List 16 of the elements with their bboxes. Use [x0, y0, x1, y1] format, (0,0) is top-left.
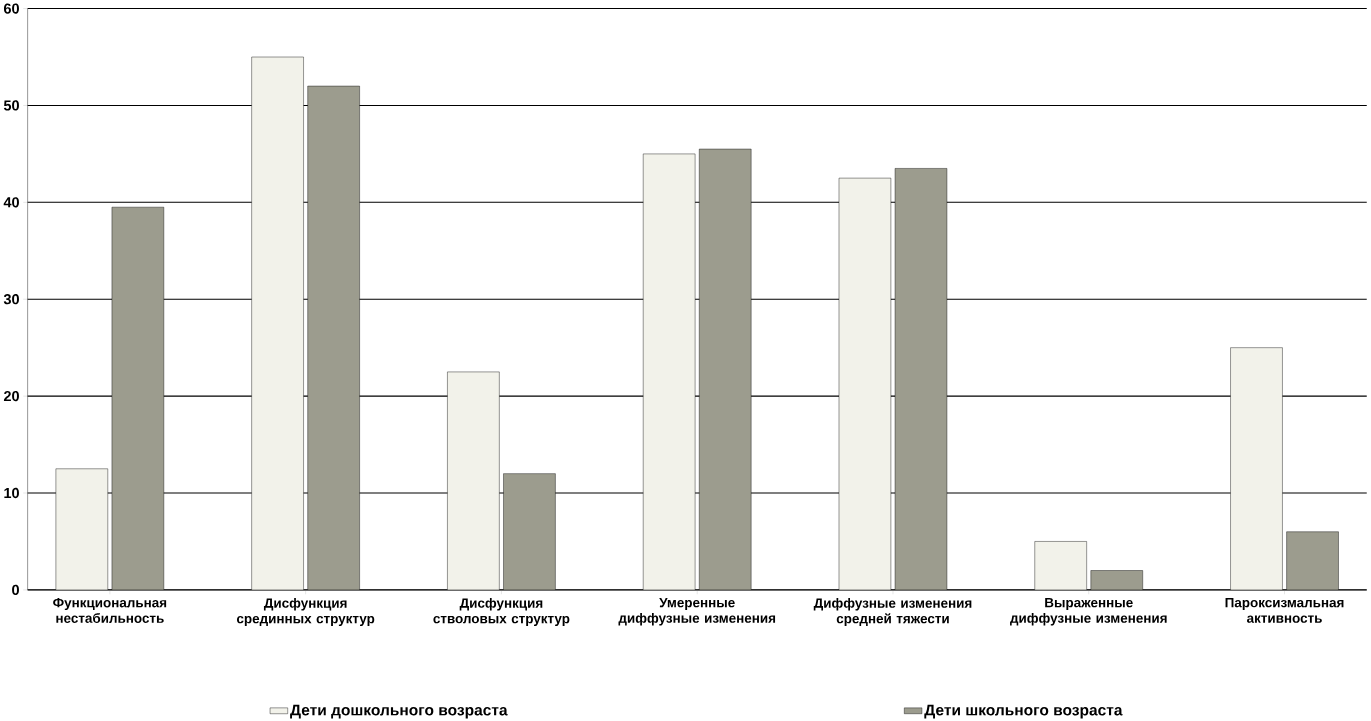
x-tick-label: Дисфункция срединных структур [236, 597, 375, 626]
legend-label: Дети дошкольного возраста [290, 704, 508, 719]
y-tick-label: 0 [12, 584, 19, 596]
legend-label: Дети школьного возраста [924, 704, 1123, 719]
x-tick-label: Дисфункция стволовых структур [433, 597, 570, 626]
x-tick-label: Диффузные изменения средней тяжести [813, 597, 972, 626]
y-tick-label: 60 [3, 3, 19, 14]
x-tick-label: Выраженные диффузные изменения [1010, 597, 1167, 626]
y-tick-label: 10 [4, 487, 19, 499]
x-tick-label: Умеренные диффузные изменения [618, 597, 776, 626]
y-tick-label: 20 [3, 390, 19, 402]
x-tick-label: Пароксизмальная активность [1225, 597, 1344, 623]
y-tick-label: 40 [3, 197, 19, 208]
y-tick-label: 30 [3, 294, 19, 305]
y-tick-label: 50 [3, 100, 19, 111]
x-tick-label: Функциональная нестабильность [53, 597, 167, 623]
